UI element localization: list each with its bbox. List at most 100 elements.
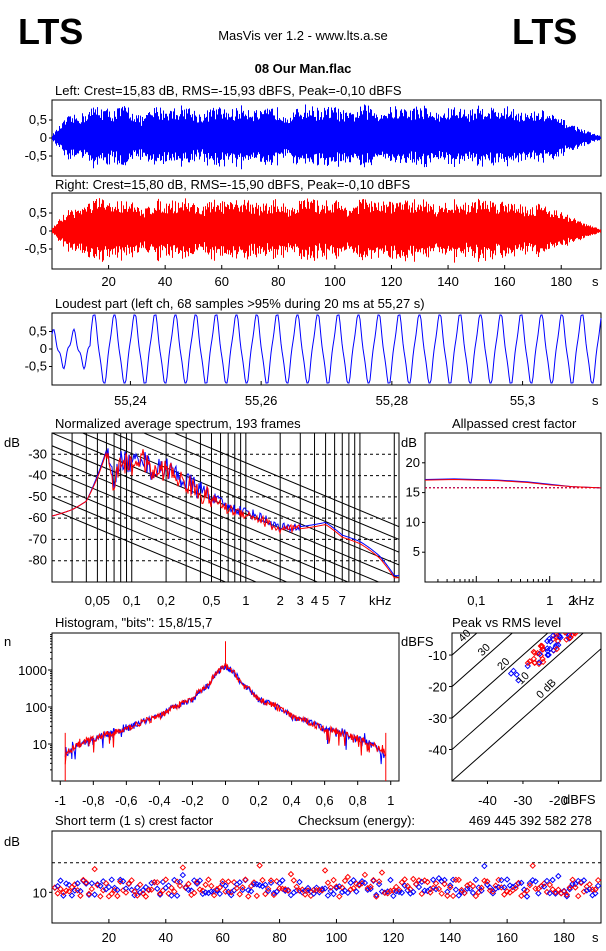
shortcrest-point xyxy=(74,880,81,887)
shortcrest-point xyxy=(304,884,312,892)
shortcrest-point xyxy=(358,878,366,885)
shortcrest-point xyxy=(560,888,568,895)
shortcrest-ytick-label: 10 xyxy=(33,885,47,900)
shortcrest-point xyxy=(128,886,135,894)
shortcrest-point xyxy=(139,886,147,894)
peakrms-point xyxy=(531,659,539,666)
shortcrest-point xyxy=(154,879,161,886)
peakrms-diagonal xyxy=(452,633,549,719)
right-wave-xtick-label: 180 xyxy=(550,274,572,289)
shortcrest-point xyxy=(392,883,400,891)
allpass-xunit: kHz xyxy=(572,593,594,608)
shortcrest-point xyxy=(245,893,252,900)
shortcrest-point xyxy=(432,880,440,887)
shortcrest-xtick-label: 140 xyxy=(439,930,461,945)
shortcrest-point xyxy=(327,884,334,891)
shortcrest-point xyxy=(472,892,480,900)
shortcrest-point xyxy=(173,892,181,899)
right-wave-xtick-label: 60 xyxy=(215,274,229,289)
shortcrest-point xyxy=(344,889,352,897)
peakrms-ytick-label: -30 xyxy=(428,711,447,726)
loudest-trace xyxy=(51,314,602,384)
shortcrest-point xyxy=(142,893,150,900)
shortcrest-point xyxy=(262,890,269,898)
shortcrest-point xyxy=(447,882,454,889)
shortcrest-point xyxy=(114,886,121,894)
spectrum-xunit: kHz xyxy=(369,593,391,608)
shortcrest-point xyxy=(526,881,534,889)
shortcrest-point xyxy=(256,862,263,869)
histogram-ytick-label: 1000 xyxy=(18,663,47,678)
histogram-xtick-label: 0,8 xyxy=(349,793,367,808)
shortcrest-point xyxy=(119,878,127,885)
loudest-xtick-label: 55,28 xyxy=(376,393,409,408)
shortcrest-point xyxy=(444,892,451,899)
peakrms-point xyxy=(545,651,552,659)
spectrum-diagonal xyxy=(52,458,350,582)
shortcrest-point xyxy=(546,881,554,889)
shortcrest-point xyxy=(319,885,326,893)
shortcrest-point xyxy=(199,887,206,894)
shortcrest-point xyxy=(199,890,206,898)
allpass-frame xyxy=(424,432,602,583)
shortcrest-point xyxy=(159,878,167,886)
shortcrest-point xyxy=(330,890,337,898)
shortcrest-point xyxy=(108,876,115,883)
allpass-ytick-label: 5 xyxy=(413,544,420,559)
shortcrest-point xyxy=(415,877,423,884)
peakrms-xtick-label: -40 xyxy=(478,793,497,808)
right-wave-xtick-label: 100 xyxy=(324,274,346,289)
shortcrest-point xyxy=(375,880,383,888)
shortcrest-point xyxy=(566,884,573,891)
spectrum-ytick-label: -60 xyxy=(28,510,47,525)
left-wave-ytick-label: -0,5 xyxy=(25,148,47,163)
shortcrest-point xyxy=(239,886,246,894)
shortcrest-point xyxy=(356,881,363,888)
shortcrest-point xyxy=(486,884,494,891)
shortcrest-point xyxy=(156,890,164,897)
shortcrest-point xyxy=(57,885,64,893)
shortcrest-point xyxy=(344,873,352,881)
shortcrest-point xyxy=(512,884,519,892)
right-wave-ytick-label: 0 xyxy=(40,223,47,238)
shortcrest-point xyxy=(279,877,286,884)
checksum-label: Checksum (energy): xyxy=(298,813,415,828)
shortcrest-point xyxy=(404,887,411,894)
peakrms-point xyxy=(531,649,538,657)
shortcrest-point xyxy=(191,889,198,897)
peakrms-point xyxy=(576,624,581,629)
peakrms-point xyxy=(539,655,546,663)
peakrms-plot-area xyxy=(452,624,601,781)
shortcrest-point xyxy=(284,887,292,894)
spectrum-ytick-label: -50 xyxy=(28,489,47,504)
spectrum-xtick-label: 4 xyxy=(311,593,318,608)
shortcrest-point xyxy=(88,885,96,893)
shortcrest-point xyxy=(481,862,488,870)
shortcrest-point xyxy=(373,893,380,900)
shortcrest-point xyxy=(506,882,514,889)
allpass-trace-right xyxy=(424,478,602,489)
spectrum-plot-area xyxy=(52,433,399,582)
shortcrest-point xyxy=(361,871,369,879)
shortcrest-point xyxy=(449,892,457,900)
shortcrest-point xyxy=(572,880,579,888)
right-wave-xunit: s xyxy=(592,274,599,289)
spectrum-ytick-label: -70 xyxy=(28,531,47,546)
shortcrest-point xyxy=(125,880,133,887)
allpass-xtick-label: 1 xyxy=(546,593,553,608)
peakrms-point xyxy=(546,645,554,653)
shortcrest-point xyxy=(259,876,266,884)
shortcrest-point xyxy=(330,876,337,884)
left-wave-title: Left: Crest=15,83 dB, RMS=-15,93 dBFS, P… xyxy=(55,83,402,98)
loudest-ytick-label: -0,5 xyxy=(25,359,47,374)
shortcrest-point xyxy=(301,891,309,898)
histogram-title: Histogram, "bits": 15,8/15,7 xyxy=(55,615,212,630)
peakrms-point xyxy=(547,638,554,645)
spectrum-yunit: dB xyxy=(4,435,20,450)
peakrms-point xyxy=(562,624,567,629)
peakrms-xtick-label: -30 xyxy=(514,793,533,808)
shortcrest-point xyxy=(182,884,189,892)
shortcrest-point xyxy=(117,878,124,885)
shortcrest-point xyxy=(145,886,152,894)
